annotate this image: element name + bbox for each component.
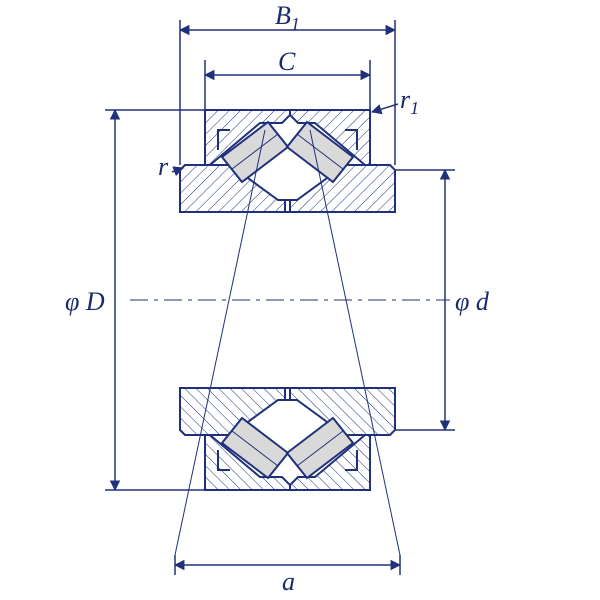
lower-assembly (180, 388, 395, 490)
label-B1: B1 (275, 1, 300, 34)
inner-ring-upper-right (290, 165, 395, 212)
label-phiD: φ D (65, 287, 105, 316)
inner-ring-upper-left (180, 165, 285, 212)
upper-assembly (180, 110, 395, 212)
label-a: a (282, 567, 295, 596)
label-C: C (278, 47, 296, 76)
label-r1: r1 (400, 85, 419, 118)
label-phid: φ d (455, 287, 490, 316)
bearing-diagram: B1 C r r1 φ D φ d a (0, 0, 600, 600)
leader-r1 (372, 104, 398, 112)
label-r: r (158, 152, 169, 181)
